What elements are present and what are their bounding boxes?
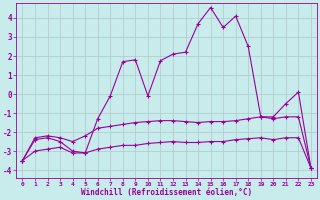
- X-axis label: Windchill (Refroidissement éolien,°C): Windchill (Refroidissement éolien,°C): [81, 188, 252, 197]
